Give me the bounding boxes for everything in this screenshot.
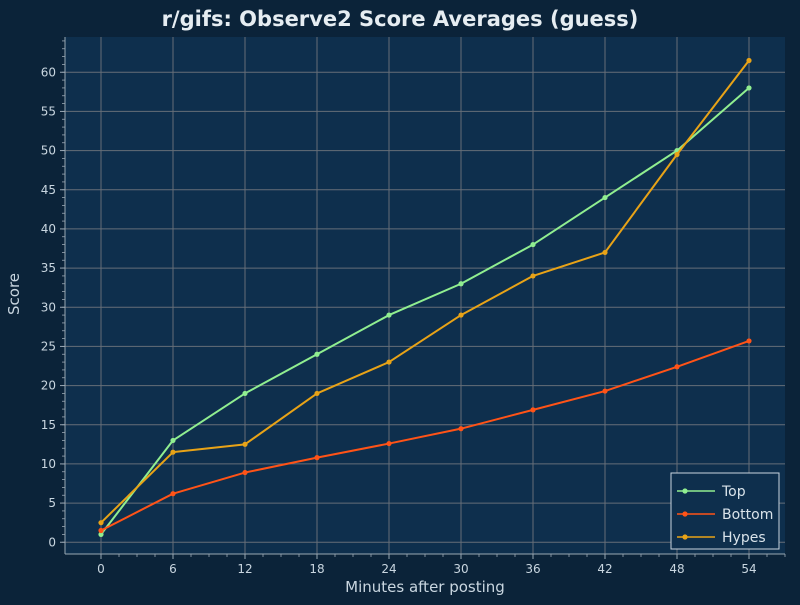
y-tick-label: 5 (48, 496, 56, 510)
data-point-bottom (314, 455, 320, 461)
x-axis-label: Minutes after posting (345, 578, 505, 596)
y-tick-label: 35 (41, 261, 56, 275)
y-tick-label: 50 (41, 144, 56, 158)
legend-swatch-marker (682, 534, 688, 540)
legend-label: Top (721, 484, 746, 500)
data-point-hypes (674, 151, 680, 158)
legend: Top Bottom Hypes (670, 472, 780, 550)
y-tick-label: 0 (48, 535, 56, 549)
y-tick-label: 40 (41, 222, 56, 236)
grid (65, 37, 785, 554)
data-point-hypes (746, 57, 752, 64)
x-tick-label: 30 (453, 562, 468, 576)
legend-swatch-marker (682, 511, 688, 517)
y-tick-label: 15 (41, 418, 56, 432)
series-line-hypes (100, 59, 750, 524)
data-point-bottom (458, 426, 464, 432)
series-line-top (100, 87, 750, 536)
y-tick-label: 45 (41, 183, 56, 197)
data-point-top (530, 241, 536, 248)
y-tick-label: 10 (41, 457, 56, 471)
x-tick-label: 54 (741, 562, 756, 576)
y-tick-label: 55 (41, 104, 56, 118)
y-tick-label: 60 (41, 65, 56, 79)
data-point-top (746, 85, 752, 91)
data-point-hypes (170, 449, 176, 455)
data-point-bottom (98, 527, 104, 534)
data-point-hypes (98, 520, 104, 526)
x-tick-label: 48 (669, 562, 684, 576)
x-tick-label: 12 (237, 562, 252, 576)
chart-title: r/gifs: Observe2 Score Averages (guess) (162, 7, 639, 31)
data-point-hypes (530, 273, 536, 279)
x-tick-label: 42 (597, 562, 612, 576)
series-lines (98, 57, 752, 538)
data-point-bottom (602, 388, 608, 394)
y-axis-label: Score (5, 273, 23, 315)
data-point-top (602, 194, 608, 201)
y-tick-label: 30 (41, 300, 56, 314)
data-point-top (170, 437, 176, 444)
data-point-top (386, 312, 392, 318)
data-point-top (98, 531, 104, 538)
data-point-top (458, 281, 464, 287)
x-tick-label: 24 (381, 562, 396, 576)
y-tick-label: 25 (41, 339, 56, 353)
data-point-hypes (314, 390, 320, 397)
legend-swatch-marker (682, 488, 688, 494)
data-point-bottom (386, 440, 392, 447)
data-point-hypes (242, 441, 248, 447)
data-point-hypes (458, 312, 464, 318)
axes: 0 6 12 18 24 30 36 42 48 54 0 5 10 15 20 25 30 35 40 45 50 55… (41, 37, 786, 576)
data-point-bottom (242, 469, 248, 476)
x-tick-label: 36 (525, 562, 540, 576)
legend-label: Hypes (722, 530, 766, 546)
x-tick-label: 0 (97, 562, 105, 576)
data-point-hypes (386, 359, 392, 365)
plot-area (65, 37, 785, 554)
series-line-bottom (100, 339, 750, 532)
data-point-hypes (602, 249, 608, 256)
data-point-bottom (530, 407, 536, 413)
data-point-bottom (674, 364, 680, 370)
y-tick-label: 20 (41, 379, 56, 393)
x-tick-label: 18 (309, 562, 324, 576)
data-point-top (314, 351, 320, 357)
x-tick-label: 6 (169, 562, 177, 576)
data-point-bottom (746, 338, 752, 344)
data-point-top (242, 390, 248, 397)
data-point-bottom (170, 491, 176, 497)
legend-label: Bottom (722, 507, 773, 523)
